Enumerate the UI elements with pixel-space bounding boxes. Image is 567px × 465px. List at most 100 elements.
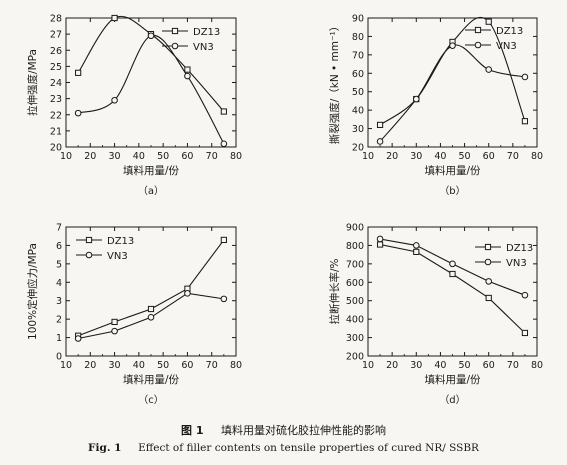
y-tick-label: 40	[352, 106, 364, 117]
data-point	[521, 329, 529, 337]
data-point	[521, 291, 529, 299]
legend: DZ13 VN3	[465, 26, 523, 52]
legend: DZ13 VN3	[162, 27, 220, 53]
legend-marker	[85, 251, 93, 259]
figure-caption-cn-text: 填料用量对硫化胶拉伸性能的影响	[220, 424, 386, 437]
x-tick-label: 80	[230, 360, 242, 371]
data-point	[75, 69, 82, 76]
data-point	[147, 32, 155, 40]
legend-label: VN3	[107, 251, 128, 262]
series-vn3	[74, 290, 228, 342]
legend-marker	[484, 258, 492, 266]
x-tick-label: 20	[84, 360, 96, 371]
y-tick-label: 4	[56, 278, 62, 289]
figure-caption-en: Fig. 1 Effect of filler contents on tens…	[0, 442, 567, 454]
x-axis-label: 填料用量/份	[123, 373, 180, 386]
y-tick-label: 2	[56, 315, 62, 326]
y-tick-label: 27	[50, 30, 62, 41]
y-tick-label: 400	[346, 315, 364, 326]
data-point	[184, 290, 191, 297]
chart-panel-2: 10 20 30 40 50 60 70 802030405060708090填料用量/份（b…	[328, 14, 543, 198]
y-tick-label: 200	[346, 352, 364, 363]
legend-marker	[171, 42, 179, 50]
data-point	[449, 260, 456, 268]
y-tick-label: 21	[50, 126, 62, 137]
x-tick-label: 40	[133, 151, 145, 162]
x-tick-label: 60	[483, 151, 495, 162]
x-axis-label: 填料用量/份	[424, 373, 481, 386]
data-point	[521, 73, 529, 81]
figure-caption-cn: 图 1 填料用量对硫化胶拉伸性能的影响	[0, 422, 567, 438]
x-tick-label: 40	[434, 151, 446, 162]
series-dz13	[376, 241, 529, 337]
y-tick-label: 23	[50, 94, 62, 105]
panel-label: （b）	[439, 185, 465, 197]
y-tick-label: 80	[352, 32, 364, 43]
x-tick-label: 70	[507, 151, 519, 162]
data-point	[111, 14, 118, 22]
x-tick-label: 80	[531, 151, 543, 162]
data-point	[111, 327, 118, 335]
legend-label: DZ13	[506, 243, 533, 254]
y-axis-label: 撕裂强度/（kN • mm⁻¹）	[328, 21, 341, 145]
x-tick-label: 30	[410, 360, 422, 371]
x-axis-label: 填料用量/份	[424, 164, 481, 177]
data-point	[147, 305, 155, 313]
series-vn3	[74, 32, 228, 148]
data-point	[449, 270, 456, 278]
data-point	[485, 18, 492, 25]
y-tick-label: 70	[352, 50, 364, 61]
y-tick-label: 25	[50, 62, 62, 73]
data-point	[485, 294, 492, 302]
y-tick-label: 300	[346, 333, 364, 344]
x-tick-label: 80	[230, 151, 242, 162]
series-line	[379, 44, 526, 142]
data-point	[412, 95, 420, 103]
x-tick-label: 60	[483, 360, 495, 371]
x-tick-label: 50	[157, 360, 169, 371]
data-point	[111, 96, 118, 104]
y-tick-label: 900	[346, 223, 364, 234]
x-tick-label: 30	[109, 151, 121, 162]
y-axis-label: 拉断伸长率/%	[328, 258, 341, 324]
legend-label: VN3	[496, 41, 517, 52]
data-point	[184, 66, 191, 73]
legend-label: DZ13	[107, 236, 134, 247]
data-point	[220, 140, 228, 148]
data-point	[220, 295, 228, 303]
y-tick-label: 28	[50, 14, 62, 25]
y-tick-label: 22	[50, 110, 62, 121]
chart-panel-4: 10 20 30 40 50 60 70 80 200 300 400 500 600 700 800 900…	[328, 223, 543, 407]
data-point	[485, 278, 493, 285]
legend-marker	[484, 243, 492, 251]
series-dz13	[376, 16, 529, 128]
legend-label: VN3	[506, 258, 527, 269]
data-point	[521, 118, 529, 125]
chart-panel-1: 10 20 30 40 50 60 70 80202122232425262728填料用量/份…	[26, 14, 242, 198]
data-point	[111, 318, 118, 326]
x-tick-label: 50	[459, 151, 471, 162]
x-tick-label: 30	[109, 360, 121, 371]
y-tick-label: 30	[352, 124, 364, 135]
data-point	[376, 235, 384, 243]
data-point	[449, 42, 456, 49]
data-point	[412, 242, 420, 249]
y-tick-label: 7	[56, 223, 62, 234]
y-tick-label: 50	[352, 87, 364, 98]
x-tick-label: 60	[181, 360, 193, 371]
data-point	[147, 314, 155, 321]
y-tick-label: 5	[56, 259, 62, 270]
x-tick-label: 50	[459, 360, 471, 371]
x-tick-label: 70	[206, 151, 218, 162]
legend: DZ13 VN3	[76, 236, 134, 262]
data-point	[184, 72, 191, 80]
data-point	[485, 66, 493, 73]
y-tick-label: 6	[56, 241, 62, 252]
figure-caption-cn-label: 图 1	[181, 424, 204, 437]
x-tick-label: 20	[386, 360, 398, 371]
data-point	[74, 109, 82, 117]
chart-panel-3: 10 20 30 40 50 60 70 80 0 1 2 3 4 5 6 7 填料用量/份 （c） 100%定伸应…	[26, 223, 242, 407]
y-tick-label: 0	[56, 352, 62, 363]
y-tick-label: 3	[56, 296, 62, 307]
